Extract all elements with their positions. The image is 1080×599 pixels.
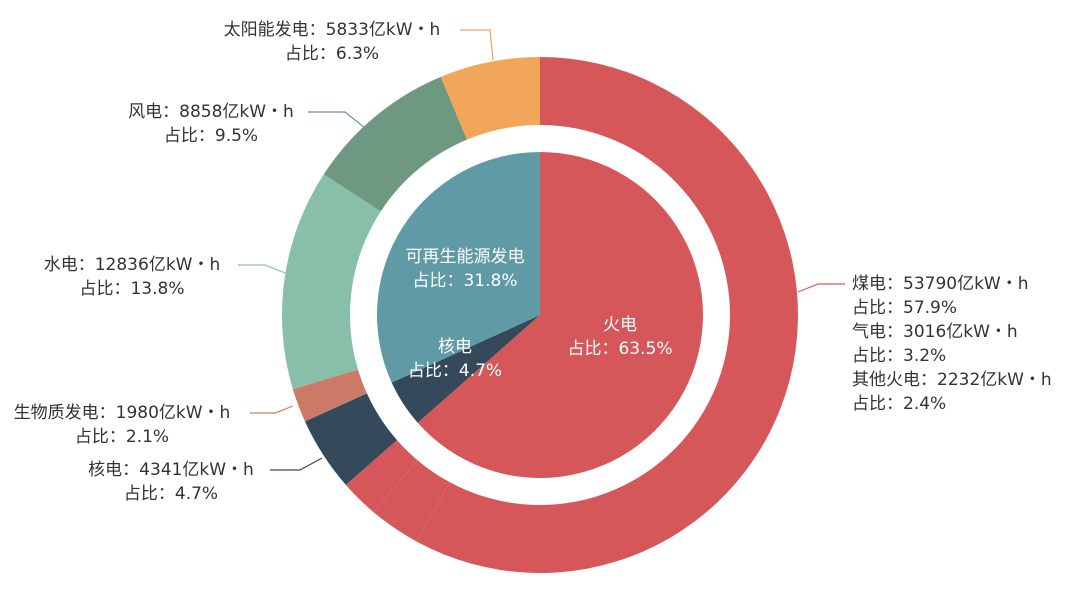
slice-label: 其他火电：2232亿kW・h: [852, 370, 1052, 390]
slice-label: 核电: [438, 337, 472, 357]
leader-line: [238, 264, 291, 276]
slice-label: 风电：8858亿kW・h: [128, 102, 294, 122]
value-label: ：12836亿kW・h: [78, 255, 221, 275]
slice-share-label: 占比：4.7%: [124, 484, 218, 504]
pie-slice: [373, 460, 450, 542]
category-name: 太阳能发电: [224, 20, 309, 40]
leader-line: [460, 29, 494, 61]
slice-label: 太阳能发电：5833亿kW・h: [224, 20, 441, 40]
value-label: ：1980亿kW・h: [99, 403, 231, 423]
value-label: ：3016亿kW・h: [886, 322, 1018, 342]
slice-share-label: 占比：57.9%: [852, 298, 957, 318]
pie-slice: [391, 315, 540, 423]
slice-share-label: 占比：2.1%: [75, 427, 169, 447]
pie-slice: [292, 369, 367, 422]
slice-label: 可再生能源发电: [406, 247, 525, 267]
slice-share-label: 占比：6.3%: [285, 44, 379, 64]
slice-share-label: 占比：3.2%: [852, 346, 946, 366]
category-name: 水电: [44, 255, 78, 275]
slice-share-label: 占比：63.5%: [567, 339, 672, 359]
slice-label: 煤电：53790亿kW・h: [852, 274, 1029, 294]
leader-line: [797, 283, 845, 293]
slice-label: 核电：4341亿kW・h: [88, 460, 254, 480]
pie-slice: [282, 174, 381, 390]
pie-slice: [304, 393, 398, 485]
category-name: 生物质发电: [14, 403, 99, 423]
slice-label: 火电: [603, 315, 637, 335]
slice-label: 生物质发电：1980亿kW・h: [14, 403, 231, 423]
pie-slice: [417, 152, 703, 479]
leader-line: [308, 111, 366, 129]
pie-slice: [323, 76, 467, 212]
slice-share-label: 占比：13.8%: [79, 279, 184, 299]
category-name: 风电: [128, 102, 162, 122]
pie-slice: [416, 57, 798, 573]
slice-share-label: 占比：31.8%: [412, 271, 517, 291]
value-label: ：8858亿kW・h: [162, 102, 294, 122]
category-name: 核电: [88, 460, 122, 480]
slice-label: 气电：3016亿kW・h: [852, 322, 1018, 342]
pie-slice: [345, 440, 418, 513]
slice-share-label: 占比：4.7%: [408, 361, 502, 381]
category-name: 煤电: [852, 274, 886, 294]
value-label: ：4341亿kW・h: [122, 460, 254, 480]
leader-line: [270, 457, 323, 471]
leader-line: [250, 405, 294, 414]
slice-share-label: 占比：2.4%: [852, 394, 946, 414]
slice-share-label: 占比：9.5%: [164, 126, 258, 146]
value-label: ：2232亿kW・h: [920, 370, 1052, 390]
category-name: 其他火电: [852, 370, 920, 390]
value-label: ：5833亿kW・h: [309, 20, 441, 40]
pie-slice: [377, 152, 540, 383]
category-name: 气电: [852, 322, 886, 342]
pie-slice: [440, 57, 540, 140]
slice-label: 水电：12836亿kW・h: [44, 255, 221, 275]
value-label: ：53790亿kW・h: [886, 274, 1029, 294]
